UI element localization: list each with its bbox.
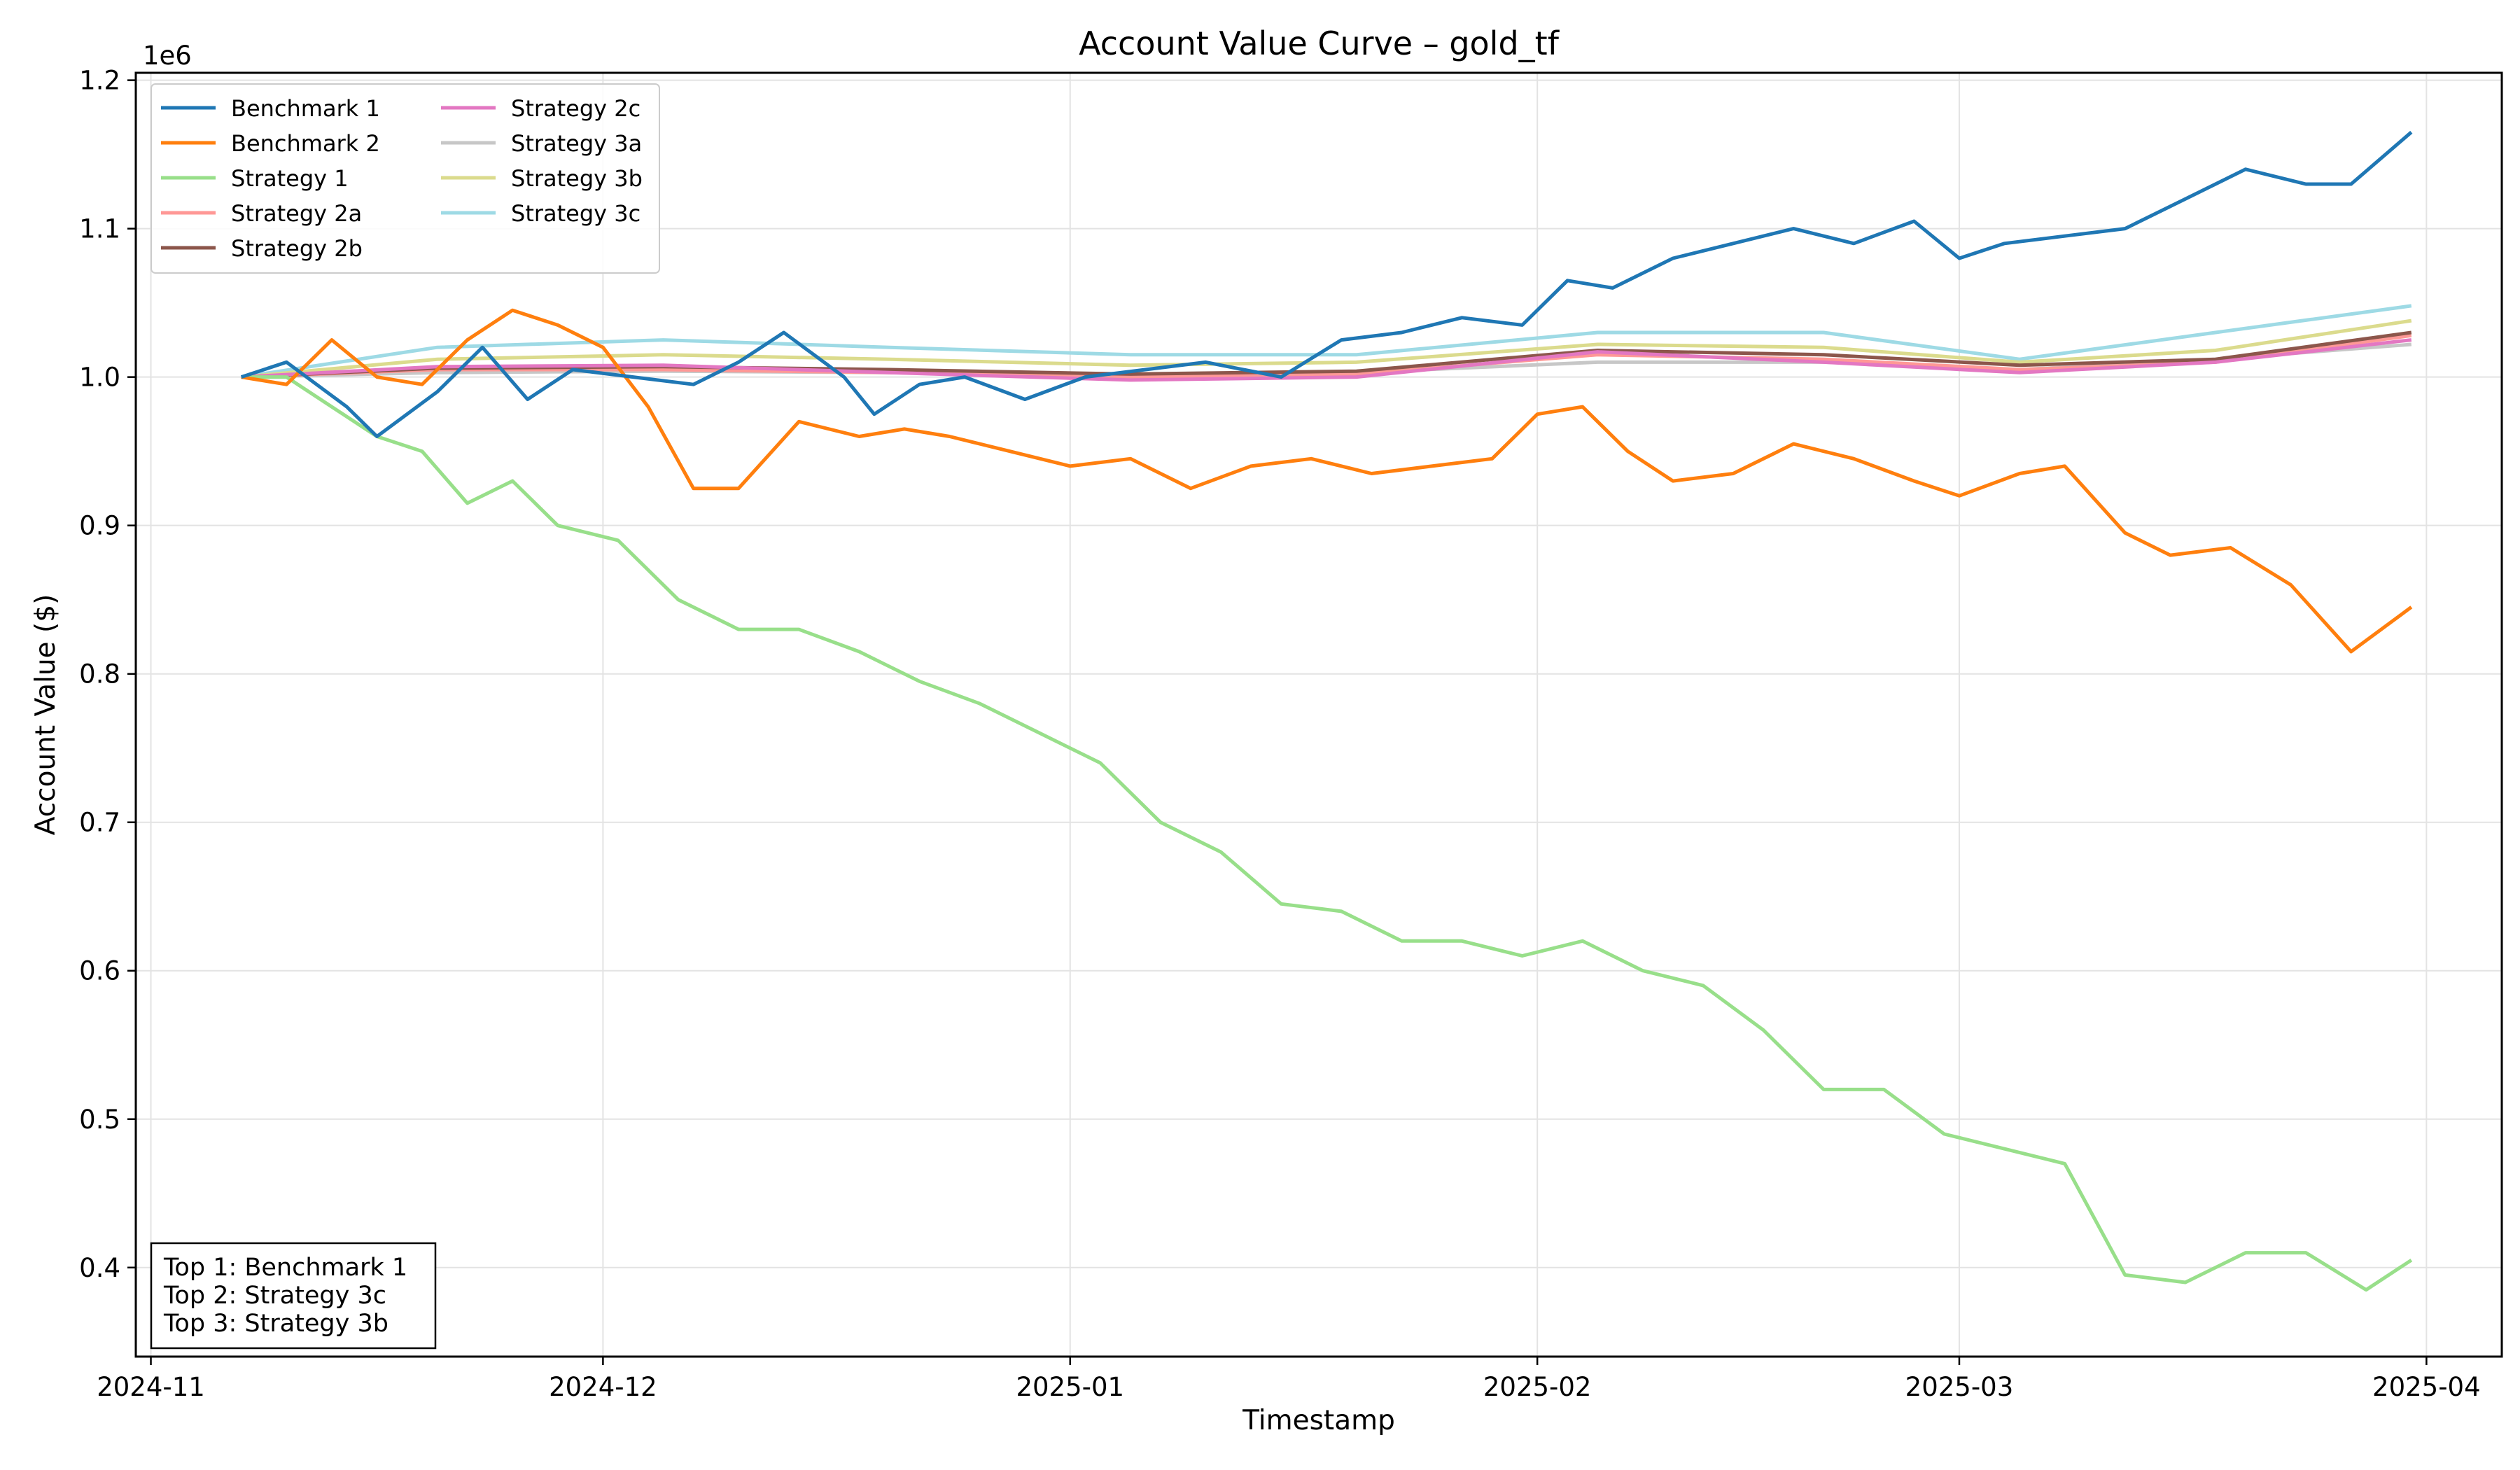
series-line-strategy-3b bbox=[241, 318, 2412, 379]
x-tick-label: 2024-11 bbox=[97, 1372, 205, 1402]
legend-frame bbox=[150, 83, 660, 274]
y-axis-label: Account Value ($) bbox=[30, 594, 62, 836]
legend: Benchmark 1 Benchmark 2 Strategy 1 Strategy… bbox=[150, 83, 660, 274]
grid-lines bbox=[136, 73, 2502, 1357]
plot-frame bbox=[134, 71, 2503, 1358]
y-tick-label: 0.7 bbox=[79, 808, 120, 838]
x-tick-label: 2024-12 bbox=[549, 1372, 657, 1402]
x-tick-label: 2025-04 bbox=[2372, 1372, 2481, 1402]
legend-label-strategy-3b: Strategy 3b bbox=[511, 165, 643, 192]
rank-1-text: Top 1: Benchmark 1 bbox=[163, 1254, 407, 1282]
series-line-strategy-1 bbox=[241, 375, 2413, 1292]
ranking-box-frame bbox=[150, 1242, 437, 1350]
y-tick-label: 0.6 bbox=[79, 956, 120, 986]
y-tick-label: 1.0 bbox=[79, 363, 120, 393]
y-tick-label: 1.1 bbox=[79, 214, 120, 244]
legend-label-strategy-3a: Strategy 3a bbox=[511, 130, 642, 157]
ranking-box: Top 1: Benchmark 1 Top 2: Strategy 3c To… bbox=[150, 1242, 437, 1350]
rank-2-text: Top 2: Strategy 3c bbox=[163, 1282, 386, 1310]
series-line-benchmark-2 bbox=[241, 308, 2413, 654]
series-line-strategy-2a bbox=[241, 333, 2412, 379]
x-tick-label: 2025-03 bbox=[1905, 1372, 2014, 1402]
rank-3-text: Top 3: Strategy 3b bbox=[163, 1310, 388, 1338]
series-lines bbox=[240, 130, 2413, 1292]
y-tick-label: 1.2 bbox=[79, 66, 120, 96]
y-tick-label: 0.9 bbox=[79, 511, 120, 541]
chart-title: Account Value Curve – gold_tf bbox=[1079, 24, 1560, 62]
x-axis-ticks: 2024-11 2024-12 2025-01 2025-02 2025-03 2025-… bbox=[97, 1357, 2481, 1402]
x-tick-label: 2025-02 bbox=[1483, 1372, 1592, 1402]
legend-label-strategy-2c: Strategy 2c bbox=[511, 95, 640, 122]
y-tick-label: 0.5 bbox=[79, 1105, 120, 1135]
legend-label-strategy-1: Strategy 1 bbox=[231, 165, 349, 192]
legend-label-benchmark-2: Benchmark 2 bbox=[231, 130, 380, 157]
y-axis-ticks: 0.4 0.5 0.6 0.7 0.8 0.9 1.0 1.1 1.2 bbox=[79, 66, 136, 1283]
legend-label-strategy-2a: Strategy 2a bbox=[231, 200, 362, 227]
y-offset-label: 1e6 bbox=[143, 41, 192, 71]
y-tick-label: 0.4 bbox=[79, 1253, 120, 1283]
x-axis-label: Timestamp bbox=[1242, 1405, 1395, 1436]
legend-label-benchmark-1: Benchmark 1 bbox=[231, 95, 380, 122]
series-line-benchmark-1 bbox=[240, 130, 2413, 438]
legend-label-strategy-3c: Strategy 3c bbox=[511, 200, 640, 227]
x-tick-label: 2025-01 bbox=[1016, 1372, 1124, 1402]
series-line-strategy-3c bbox=[241, 304, 2412, 379]
legend-label-strategy-2b: Strategy 2b bbox=[231, 235, 363, 262]
series-line-strategy-2c bbox=[241, 338, 2412, 382]
y-tick-label: 0.8 bbox=[79, 659, 120, 690]
